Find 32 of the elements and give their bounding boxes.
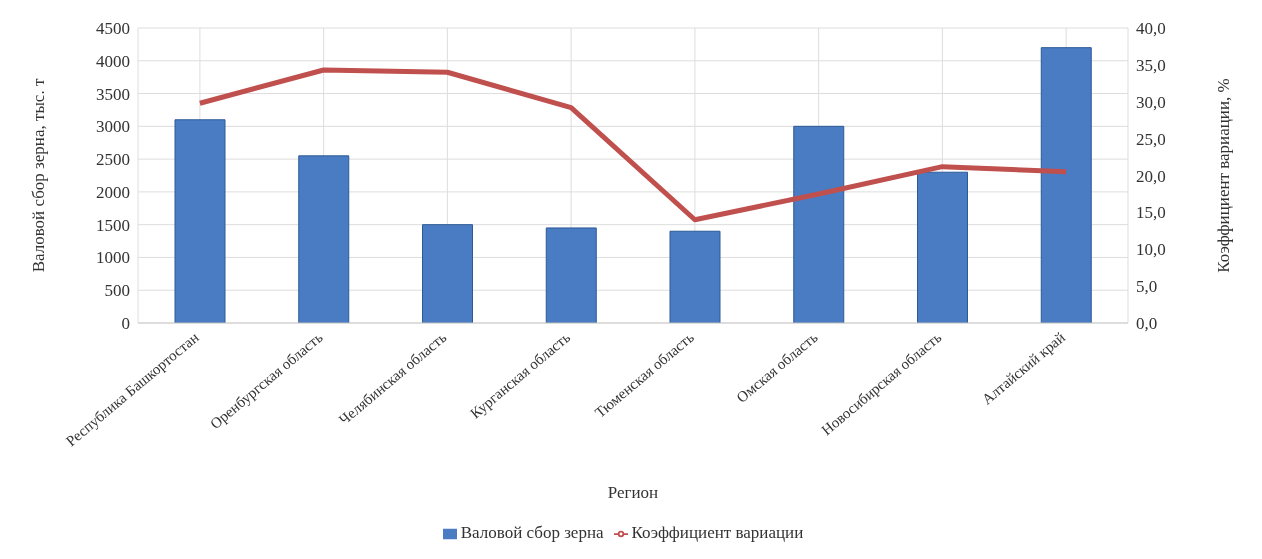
y-tick-label: 500	[104, 281, 130, 301]
y-tick-label: 4500	[96, 19, 130, 39]
bar	[422, 224, 473, 323]
y2-axis-title: Коэффициент вариации, %	[1214, 78, 1234, 273]
y2-tick-label: 35,0	[1136, 55, 1166, 75]
y2-tick-label: 15,0	[1136, 203, 1166, 223]
y-tick-label: 3500	[96, 84, 130, 104]
y-tick-label: 0	[121, 314, 130, 334]
y2-tick-label: 0,0	[1136, 314, 1158, 334]
y-tick-label: 2000	[96, 182, 130, 202]
y2-tick-label: 30,0	[1136, 92, 1166, 112]
y2-tick-label: 40,0	[1136, 19, 1166, 39]
y2-tick-label: 5,0	[1136, 277, 1158, 297]
y2-tick-label: 10,0	[1136, 240, 1166, 260]
bar	[793, 125, 845, 323]
bar	[669, 230, 721, 323]
legend-label: Коэффициент вариации	[631, 523, 804, 542]
x-axis-title: Регион	[607, 483, 659, 502]
legend-label: Валовой сбор зерна	[460, 523, 604, 542]
bar	[174, 119, 226, 323]
y2-tick-label: 25,0	[1136, 129, 1166, 149]
bar	[1040, 47, 1092, 323]
y-tick-label: 4000	[96, 51, 130, 71]
bar	[298, 155, 350, 323]
y-tick-label: 2500	[96, 150, 130, 170]
y-tick-label: 1500	[96, 215, 130, 235]
bar	[917, 171, 968, 323]
y-tick-label: 1000	[96, 248, 130, 268]
y-axis-title: Валовой сбор зерна, тыс. т	[29, 78, 49, 273]
y-tick-label: 3000	[96, 117, 130, 137]
bar	[545, 227, 597, 323]
y2-tick-label: 20,0	[1136, 166, 1166, 186]
